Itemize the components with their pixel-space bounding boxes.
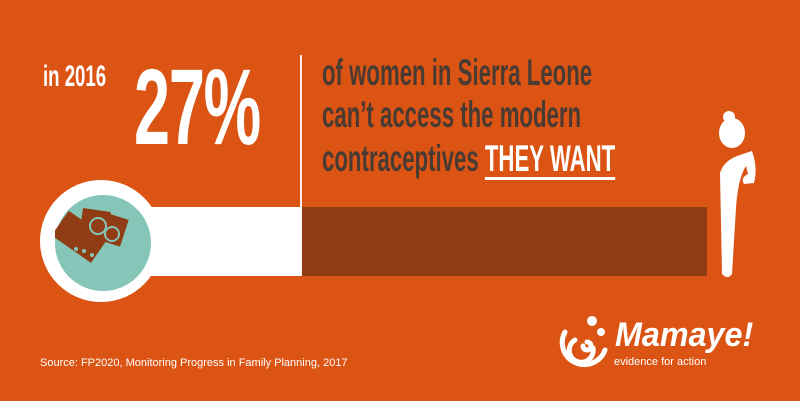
statement-line-1: of women in Sierra Leone: [322, 52, 593, 93]
contraceptives-icon: [55, 208, 129, 274]
logo-tagline: evidence for action: [614, 356, 707, 368]
logo-name: Mamaye!: [615, 316, 754, 354]
divider: [300, 55, 302, 276]
bar-highlight: [150, 207, 301, 276]
source-note: Source: FP2020, Monitoring Progress in F…: [40, 357, 348, 369]
statement-line-2: can’t access the modern: [322, 94, 582, 135]
percent-figure: 27%: [134, 46, 261, 167]
statement-emphasis: THEY WANT: [484, 138, 616, 179]
statement-line-3: contraceptives THEY WANT: [322, 138, 615, 180]
woman-icon: [719, 111, 756, 277]
bar-remainder: [302, 207, 707, 276]
year-label: in 2016: [43, 60, 107, 93]
statement-line-3-prefix: contraceptives: [322, 138, 485, 179]
mamaye-logo-icon: [559, 316, 608, 368]
